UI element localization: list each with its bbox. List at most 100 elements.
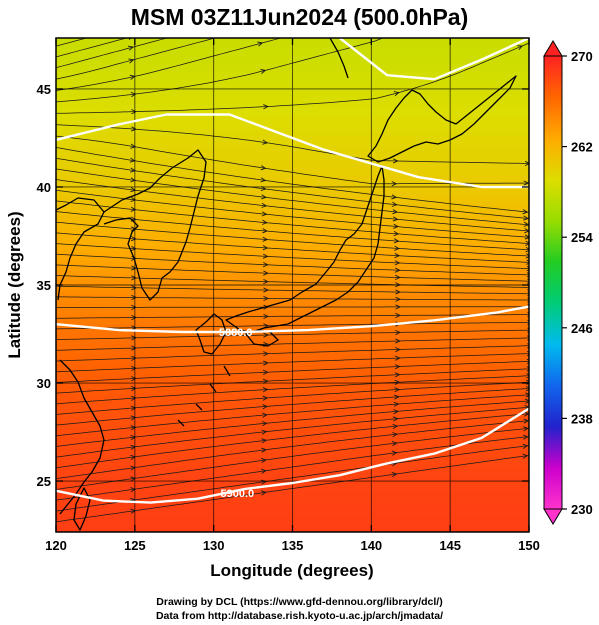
height-contours: 5880.0 5900.0 <box>56 38 529 504</box>
colorbar-tick-label: 270 <box>571 49 593 64</box>
streamline-arrowhead <box>260 479 267 485</box>
streamline-arrowhead <box>261 211 268 217</box>
streamline-arrowhead <box>260 177 267 183</box>
streamline-arrowhead <box>260 68 267 74</box>
streamline-arrowhead <box>256 25 261 29</box>
streamline-arrowhead <box>522 434 529 440</box>
streamline-arrowhead <box>262 404 269 410</box>
streamline-arrowhead <box>260 468 267 474</box>
streamline-arrowhead <box>523 215 529 221</box>
y-tick-label: 30 <box>37 376 51 391</box>
streamline-arrowhead <box>263 351 269 357</box>
coastline-kyushu-shikoku-honshu <box>195 165 385 355</box>
streamline-arrowhead <box>525 240 529 246</box>
streamline-arrowhead <box>131 314 138 321</box>
colorbar-tick-label: 230 <box>571 502 593 517</box>
streamline-arrowhead <box>394 355 401 361</box>
streamline-arrowhead <box>131 365 137 371</box>
coastline-hokkaido <box>367 75 517 163</box>
streamline-arrowhead <box>128 25 133 29</box>
streamline-arrowhead <box>130 236 137 242</box>
streamline-arrowhead <box>522 453 529 459</box>
coastline-sakhalin <box>329 38 349 79</box>
streamline-arrowhead <box>395 338 401 344</box>
streamline-arrowhead <box>394 267 401 273</box>
streamline <box>56 179 529 232</box>
colorbar-tick-label: 238 <box>571 411 593 426</box>
streamline <box>56 314 529 319</box>
streamline-arrowhead <box>394 387 401 393</box>
streamline-arrowhead <box>128 58 135 64</box>
streamline-arrowhead <box>256 12 261 16</box>
streamline-arrowhead <box>131 345 138 351</box>
coastline-korea <box>103 149 207 301</box>
contour-5800.0 <box>56 113 529 189</box>
colorbar-over-triangle <box>543 40 563 57</box>
x-tick-labels: 120 125 130 135 140 145 150 <box>45 538 540 553</box>
streamline <box>56 368 529 394</box>
streamline <box>56 243 529 269</box>
x-tick-label: 145 <box>439 538 461 553</box>
streamline-arrowhead <box>393 223 400 229</box>
contour-label: 5900.0 <box>220 488 254 500</box>
streamline-arrowhead <box>131 245 137 252</box>
streamline-arrowhead <box>261 429 268 435</box>
x-axis-title: Longitude (degrees) <box>210 561 373 580</box>
streamline-arrowhead <box>392 423 399 429</box>
streamline-arrowhead <box>391 450 398 456</box>
streamline <box>56 400 529 447</box>
streamline-arrowhead <box>263 287 270 293</box>
streamline-arrowhead <box>525 253 529 259</box>
colorbar-tick-label: 254 <box>571 230 593 245</box>
streamline-arrowhead <box>526 373 529 379</box>
streamline-arrowhead <box>394 252 401 259</box>
streamline <box>56 345 529 362</box>
streamline-arrowhead <box>130 395 137 401</box>
streamline-arrowhead <box>522 209 529 215</box>
streamline <box>56 38 283 91</box>
streamline-arrowhead <box>391 181 398 187</box>
streamline-arrowhead <box>384 6 389 10</box>
streamline-arrowhead <box>395 304 402 310</box>
streamline <box>56 353 529 373</box>
streamline <box>56 285 529 295</box>
streamline <box>56 147 529 213</box>
streamline-arrowhead <box>263 295 270 302</box>
streamline <box>56 264 529 282</box>
x-tick-label: 125 <box>124 538 146 553</box>
lat-lon-grid <box>56 38 529 532</box>
streamline-arrowhead <box>391 471 398 478</box>
streamline-arrowhead <box>263 360 269 366</box>
streamline <box>56 329 529 341</box>
streamline-arrowhead <box>262 139 269 145</box>
streamline-arrowhead <box>131 335 138 341</box>
streamline-arrowhead <box>263 270 269 276</box>
streamline-arrowhead <box>262 412 268 418</box>
streamline-arrowhead <box>395 289 401 295</box>
streamline <box>56 361 529 383</box>
streamline-arrowhead <box>261 219 268 225</box>
streamline-arrowhead <box>131 325 138 331</box>
y-tick-label: 45 <box>37 82 51 97</box>
y-tick-labels: 25 30 35 40 45 <box>37 82 51 489</box>
streamline-arrowhead <box>391 440 398 447</box>
streamline-arrowhead <box>263 279 269 285</box>
streamline-arrowhead <box>263 304 270 310</box>
streamline-arrowhead <box>394 379 401 385</box>
streamline <box>56 42 529 114</box>
streamline-arrowhead <box>526 259 529 265</box>
streamline-arrowhead <box>394 364 401 370</box>
streamline <box>56 296 529 301</box>
streamline-arrowhead <box>391 201 398 207</box>
streamline-arrowhead <box>131 376 137 382</box>
streamline <box>56 381 529 415</box>
streamline <box>56 232 529 263</box>
map-title: MSM 03Z11Jun2024 (500.0hPa) <box>130 4 469 30</box>
streamline-arrowhead <box>130 434 137 441</box>
streamline-arrowhead <box>525 386 529 392</box>
streamline-arrowhead <box>131 355 137 361</box>
streamline-arrowhead <box>260 165 267 171</box>
streamline-arrowhead <box>261 194 267 200</box>
streamline-arrowhead <box>393 231 400 237</box>
